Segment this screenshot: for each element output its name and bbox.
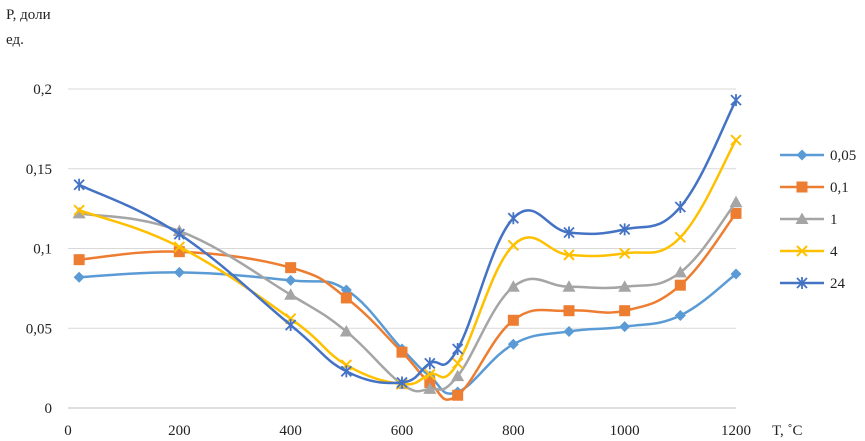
data-point [618, 247, 631, 259]
y-tick-label: 0,2 [33, 82, 52, 98]
y-axis-title-line2: ед. [6, 32, 24, 48]
legend-item: 0,05 [780, 148, 856, 164]
x-tick-label: 400 [279, 423, 302, 439]
data-point [424, 368, 436, 381]
data-point [618, 280, 632, 292]
y-tick-label: 0,1 [33, 242, 52, 258]
legend-item: 1 [780, 212, 838, 228]
data-point [173, 266, 185, 278]
series-line [78, 99, 738, 385]
data-point [73, 271, 85, 283]
series-4 [73, 134, 742, 390]
data-point [563, 325, 575, 337]
data-point [73, 204, 85, 216]
tick-labels: 0 0,05 0,1 0,15 0,2 0 200 400 600 800 1000 1200 [26, 82, 751, 439]
data-point [73, 254, 85, 266]
data-point [730, 268, 742, 280]
legend-label: 1 [830, 212, 838, 228]
data-point [339, 324, 353, 337]
legend: 0,05 0,1 1 4 24 [780, 148, 856, 292]
data-point [173, 228, 185, 241]
data-point [285, 274, 297, 286]
series-layer [72, 94, 743, 401]
data-point [730, 94, 742, 107]
legend-marker [796, 245, 808, 257]
data-point [284, 288, 298, 300]
grid-lines [68, 88, 736, 329]
data-point [562, 280, 576, 292]
series-line [79, 271, 737, 395]
legend-item: 24 [780, 276, 846, 292]
x-tick-label: 600 [391, 423, 414, 439]
data-point [674, 201, 686, 214]
y-tick-label: 0,15 [26, 162, 52, 178]
data-point [452, 389, 464, 401]
data-point [674, 309, 686, 321]
data-point [507, 314, 519, 326]
legend-label: 24 [830, 276, 846, 292]
legend-item: 0,1 [780, 180, 849, 196]
data-point [674, 279, 686, 291]
series-line [78, 139, 738, 386]
data-point [173, 246, 185, 258]
data-point [729, 195, 743, 208]
data-point [424, 357, 436, 370]
data-point [340, 292, 352, 304]
y-tick-label: 0 [45, 401, 53, 417]
x-axis-title: T, ˚C [772, 423, 803, 439]
data-point [451, 369, 465, 382]
legend-item: 4 [780, 244, 838, 260]
legend-marker [796, 181, 808, 193]
x-tick-label: 0 [64, 423, 72, 439]
data-point [396, 346, 408, 358]
x-tick-label: 1000 [610, 423, 640, 439]
legend-label: 0,1 [830, 180, 849, 196]
x-tick-label: 200 [168, 423, 191, 439]
y-tick-label: 0,05 [26, 321, 52, 337]
data-point [730, 134, 742, 146]
data-point [563, 305, 575, 317]
data-point [423, 382, 437, 394]
data-point [674, 231, 687, 244]
data-point [619, 223, 631, 236]
data-point [563, 226, 575, 239]
data-point [673, 265, 687, 278]
series-3 [72, 195, 743, 394]
legend-label: 4 [830, 244, 838, 260]
data-point [452, 342, 464, 355]
data-point [73, 178, 85, 191]
data-point [285, 262, 297, 274]
data-point [396, 376, 408, 389]
data-point [72, 206, 86, 219]
data-point [507, 239, 520, 252]
data-point [507, 338, 519, 350]
y-axis-title-line1: P, доли [6, 7, 51, 23]
legend-marker [795, 212, 809, 224]
data-point [563, 249, 575, 261]
data-point [173, 241, 186, 253]
data-point [619, 305, 631, 317]
series-5 [73, 94, 742, 389]
x-tick-label: 800 [502, 423, 525, 439]
series-line [79, 212, 737, 401]
x-tick-label: 1200 [721, 423, 751, 439]
data-point [340, 365, 352, 378]
data-point [285, 319, 297, 332]
data-point [730, 207, 742, 219]
series-2 [73, 207, 742, 401]
legend-marker [796, 277, 808, 289]
legend-marker [796, 149, 808, 161]
legend-label: 0,05 [830, 148, 856, 164]
data-point [506, 280, 520, 292]
data-point [451, 357, 464, 370]
data-point [507, 212, 519, 225]
data-point [619, 321, 631, 333]
